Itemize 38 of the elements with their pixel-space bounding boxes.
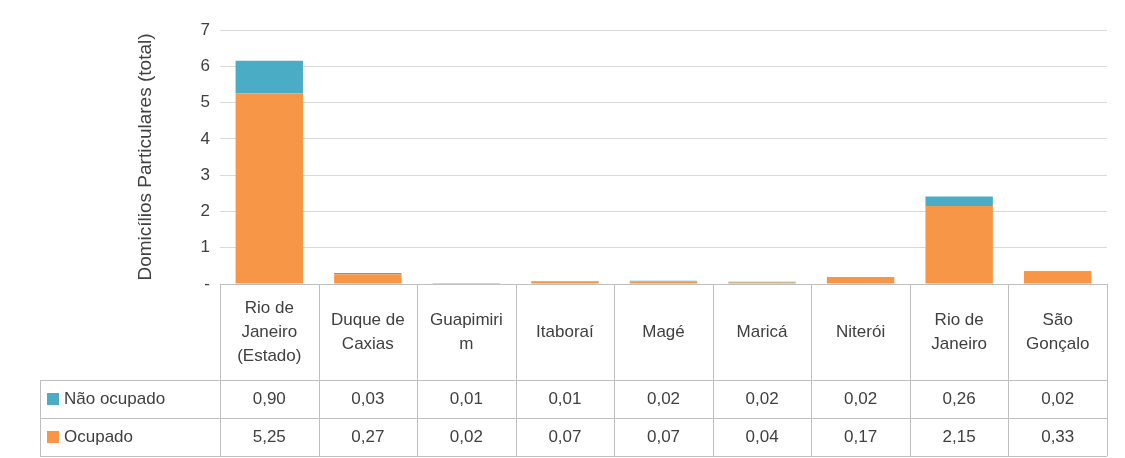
data-label: 0,17 bbox=[844, 426, 878, 446]
y-tick-label: 6 bbox=[200, 55, 210, 75]
y-tick-label: 5 bbox=[200, 92, 210, 112]
y-tick-label: 3 bbox=[200, 164, 210, 184]
data-label: 2,15 bbox=[942, 426, 976, 446]
data-label: 0,07 bbox=[646, 426, 681, 446]
data-label: 0,01 bbox=[548, 388, 582, 408]
x-tick-label: Duque de Caxias bbox=[330, 309, 405, 353]
data-label: 0,02 bbox=[745, 388, 779, 408]
data-label: 0,01 bbox=[449, 388, 483, 408]
data-label: 0,33 bbox=[1041, 426, 1075, 446]
y-tick-label: 1 bbox=[200, 237, 210, 257]
y-tick-label: 4 bbox=[200, 128, 210, 148]
data-label: 0,02 bbox=[646, 388, 681, 408]
data-label: 0,90 bbox=[252, 388, 286, 408]
x-tick-label: Maricá bbox=[736, 321, 789, 341]
x-tick-label: Itaboraí bbox=[536, 321, 595, 341]
data-label: 0,02 bbox=[449, 426, 483, 446]
y-tick-label: - bbox=[204, 273, 210, 293]
data-label: 5,25 bbox=[252, 426, 286, 446]
data-label: 0,26 bbox=[942, 388, 976, 408]
legend-label: Ocupado bbox=[64, 426, 133, 446]
y-tick-label: 7 bbox=[200, 19, 210, 39]
data-label: 0,07 bbox=[548, 426, 582, 446]
data-label: 0,02 bbox=[1041, 388, 1075, 408]
y-axis-title: Domicílios Particulares (total) bbox=[133, 33, 155, 281]
x-tick-label: Magé bbox=[642, 321, 685, 341]
data-label: 0,27 bbox=[351, 426, 385, 446]
x-tick-label: Guapimirim bbox=[430, 309, 503, 353]
x-tick-label: Rio de Janeiro (Estado) bbox=[237, 297, 302, 365]
legend-label: Não ocupado bbox=[64, 388, 166, 408]
data-label: 0,03 bbox=[351, 388, 385, 408]
x-tick-label: Rio de Janeiro bbox=[931, 309, 988, 353]
x-tick-label: Niterói bbox=[836, 321, 886, 341]
data-label: 0,04 bbox=[745, 426, 779, 446]
data-label: 0,02 bbox=[844, 388, 878, 408]
y-tick-label: 2 bbox=[200, 201, 210, 221]
x-tick-label: São Gonçalo bbox=[1026, 309, 1090, 353]
